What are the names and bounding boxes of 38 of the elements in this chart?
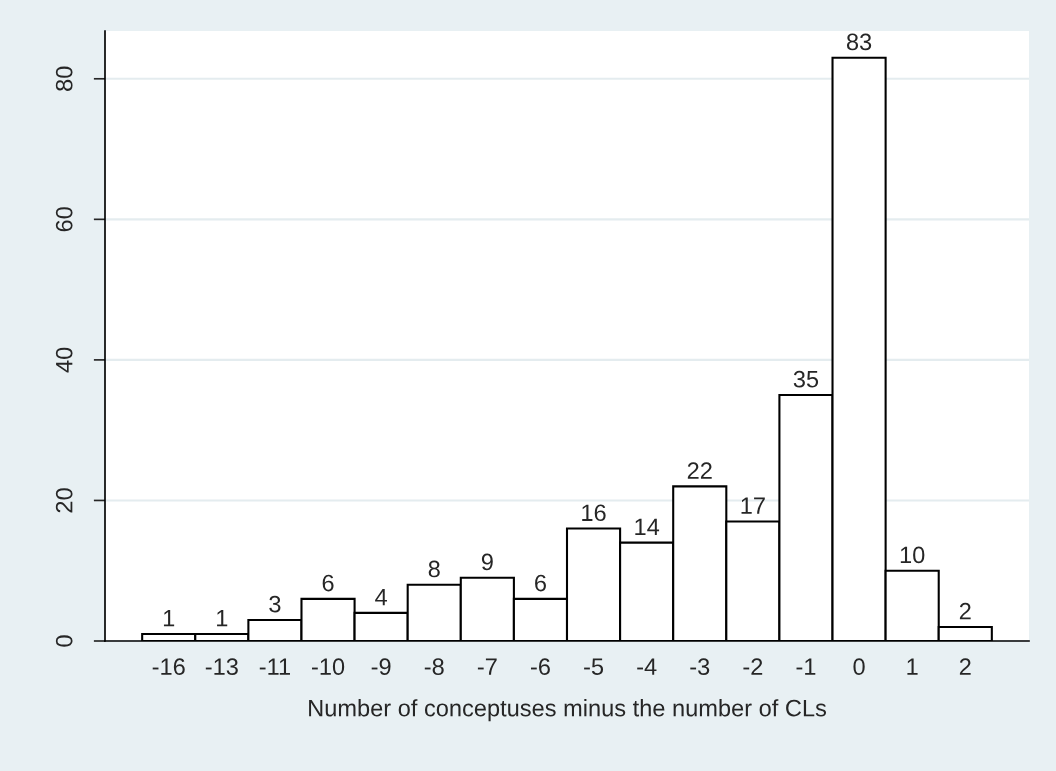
x-tick-label: -4 <box>637 658 657 675</box>
data-label: 16 <box>582 504 606 522</box>
data-label: 17 <box>741 497 765 514</box>
x-tick-label: -7 <box>477 658 497 675</box>
x-tick-label: 2 <box>959 658 971 675</box>
x-tick-label: -8 <box>424 658 444 676</box>
x-tick-label: -11 <box>259 658 290 675</box>
data-label: 14 <box>635 518 660 535</box>
x-tick-label: 0 <box>853 658 865 676</box>
data-label: 6 <box>535 574 546 592</box>
data-label: 83 <box>846 33 872 51</box>
data-label: 2 <box>959 602 971 620</box>
data-label: 35 <box>793 370 819 388</box>
data-label: 1 <box>163 610 175 627</box>
data-label: 3 <box>269 595 281 613</box>
data-label: 8 <box>428 560 440 578</box>
x-tick-label: 1 <box>907 658 918 675</box>
data-label: 9 <box>481 553 493 571</box>
data-label: 10 <box>900 546 925 564</box>
data-label: 1 <box>217 610 228 627</box>
y-tick-label: 20 <box>55 488 73 513</box>
y-tick-label: 60 <box>55 207 73 232</box>
x-tick-label: -16 <box>152 658 185 676</box>
y-tick-label: 40 <box>55 347 73 373</box>
x-tick-label: -3 <box>690 658 710 676</box>
x-tick-label: -6 <box>531 658 550 676</box>
data-label: 4 <box>375 588 388 606</box>
x-tick-label: -10 <box>312 658 345 676</box>
x-axis-title: Number of conceptuses minus the number of CLs <box>309 699 827 722</box>
y-tick-label: 0 <box>55 635 73 647</box>
data-label: 22 <box>687 462 712 479</box>
x-tick-label: -5 <box>584 658 604 676</box>
x-tick-label: -1 <box>796 658 816 675</box>
data-label: 6 <box>322 574 334 592</box>
x-tick-label: -9 <box>371 658 391 676</box>
x-tick-label: -2 <box>743 658 763 675</box>
y-tick-label: 80 <box>55 66 73 91</box>
x-tick-label: -13 <box>205 658 238 676</box>
